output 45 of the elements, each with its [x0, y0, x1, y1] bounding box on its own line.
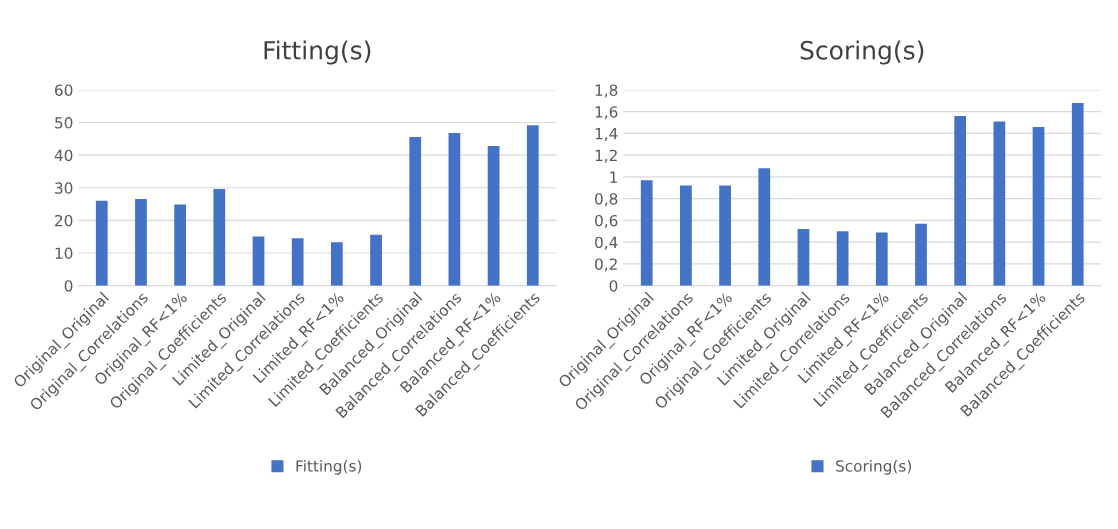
bar	[526, 125, 539, 286]
bar	[915, 223, 927, 286]
bar	[954, 116, 967, 286]
legend-label: Scoring(s)	[836, 459, 911, 475]
bar	[875, 232, 888, 286]
bar	[640, 180, 653, 286]
y-tick-label: 40	[54, 149, 73, 162]
y-tick-label: 0,4	[595, 236, 618, 250]
y-tick-label: 0,6	[595, 214, 618, 228]
bar	[836, 231, 849, 286]
y-tick-label: 50	[55, 117, 73, 129]
y-tick-label: 30	[55, 182, 73, 194]
bar	[719, 185, 731, 286]
bar	[252, 236, 265, 286]
bar	[487, 146, 500, 286]
bar	[291, 238, 304, 286]
bar	[174, 204, 187, 286]
legend-label: Fitting(s)	[296, 459, 362, 475]
y-tick-label: 1,8	[595, 84, 618, 98]
bar	[135, 198, 147, 286]
y-tick-label: 1,4	[595, 128, 618, 142]
y-tick-label: 10	[55, 247, 73, 260]
y-tick-label: 0	[609, 280, 618, 292]
y-tick-label: 20	[55, 214, 73, 227]
y-tick-label: 1,2	[595, 149, 617, 163]
bar	[1071, 102, 1084, 286]
y-tick-label: 0	[64, 280, 73, 292]
bar	[758, 168, 771, 286]
bar	[370, 234, 382, 286]
bar	[330, 242, 343, 286]
bar	[993, 121, 1006, 286]
bar	[680, 185, 692, 286]
y-tick-label: 1	[610, 171, 617, 183]
bar	[95, 200, 108, 286]
y-tick-label: 0,2	[595, 258, 617, 272]
bar	[1032, 126, 1045, 286]
chart-title: Fitting(s)	[264, 40, 371, 65]
y-tick-label: 60	[55, 84, 73, 96]
y-tick-label: 0,8	[595, 193, 618, 207]
bar	[448, 132, 461, 286]
bar	[797, 229, 810, 286]
y-tick-label: 1,6	[595, 106, 618, 120]
chart-title: Scoring(s)	[800, 40, 924, 65]
bar	[213, 189, 226, 286]
bar	[409, 136, 422, 286]
